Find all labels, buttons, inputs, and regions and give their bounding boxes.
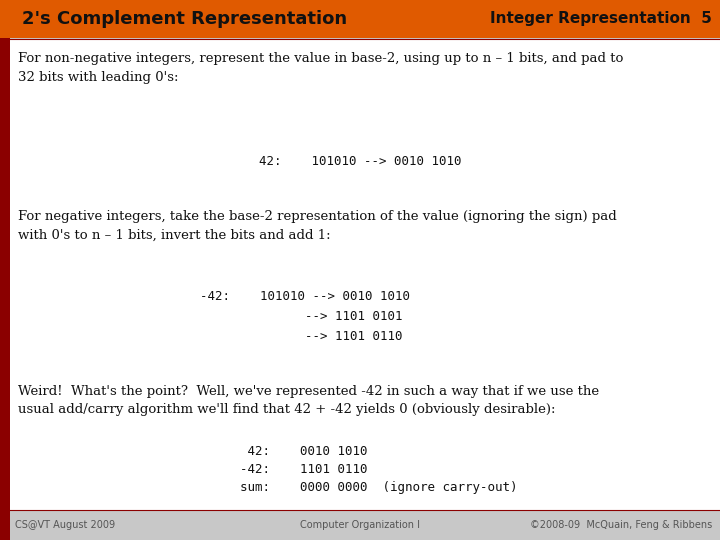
Bar <box>10 39 720 510</box>
Text: CS@VT August 2009: CS@VT August 2009 <box>15 520 115 530</box>
Text: 42:    101010 --> 0010 1010: 42: 101010 --> 0010 1010 <box>258 155 462 168</box>
Text: --> 1101 0101: --> 1101 0101 <box>200 310 402 323</box>
Text: Computer Organization I: Computer Organization I <box>300 520 420 530</box>
Text: For negative integers, take the base-2 representation of the value (ignoring the: For negative integers, take the base-2 r… <box>18 210 617 241</box>
Bar <box>0 38 10 540</box>
Text: ©2008-09  McQuain, Feng & Ribbens: ©2008-09 McQuain, Feng & Ribbens <box>530 520 712 530</box>
Text: -42:    101010 --> 0010 1010: -42: 101010 --> 0010 1010 <box>200 290 410 303</box>
Text: Weird!  What's the point?  Well, we've represented -42 in such a way that if we : Weird! What's the point? Well, we've rep… <box>18 385 599 416</box>
Bar <box>0 0 720 38</box>
Text: -42:    1101 0110: -42: 1101 0110 <box>240 463 367 476</box>
Text: --> 1101 0110: --> 1101 0110 <box>200 330 402 343</box>
Text: 42:    0010 1010: 42: 0010 1010 <box>240 445 367 458</box>
Text: Integer Representation  5: Integer Representation 5 <box>490 11 712 26</box>
Bar <box>0 0 18 38</box>
Text: sum:    0000 0000  (ignore carry-out): sum: 0000 0000 (ignore carry-out) <box>240 481 518 494</box>
Text: For non-negative integers, represent the value in base-2, using up to n – 1 bits: For non-negative integers, represent the… <box>18 52 624 84</box>
Text: 2's Complement Representation: 2's Complement Representation <box>22 10 347 28</box>
